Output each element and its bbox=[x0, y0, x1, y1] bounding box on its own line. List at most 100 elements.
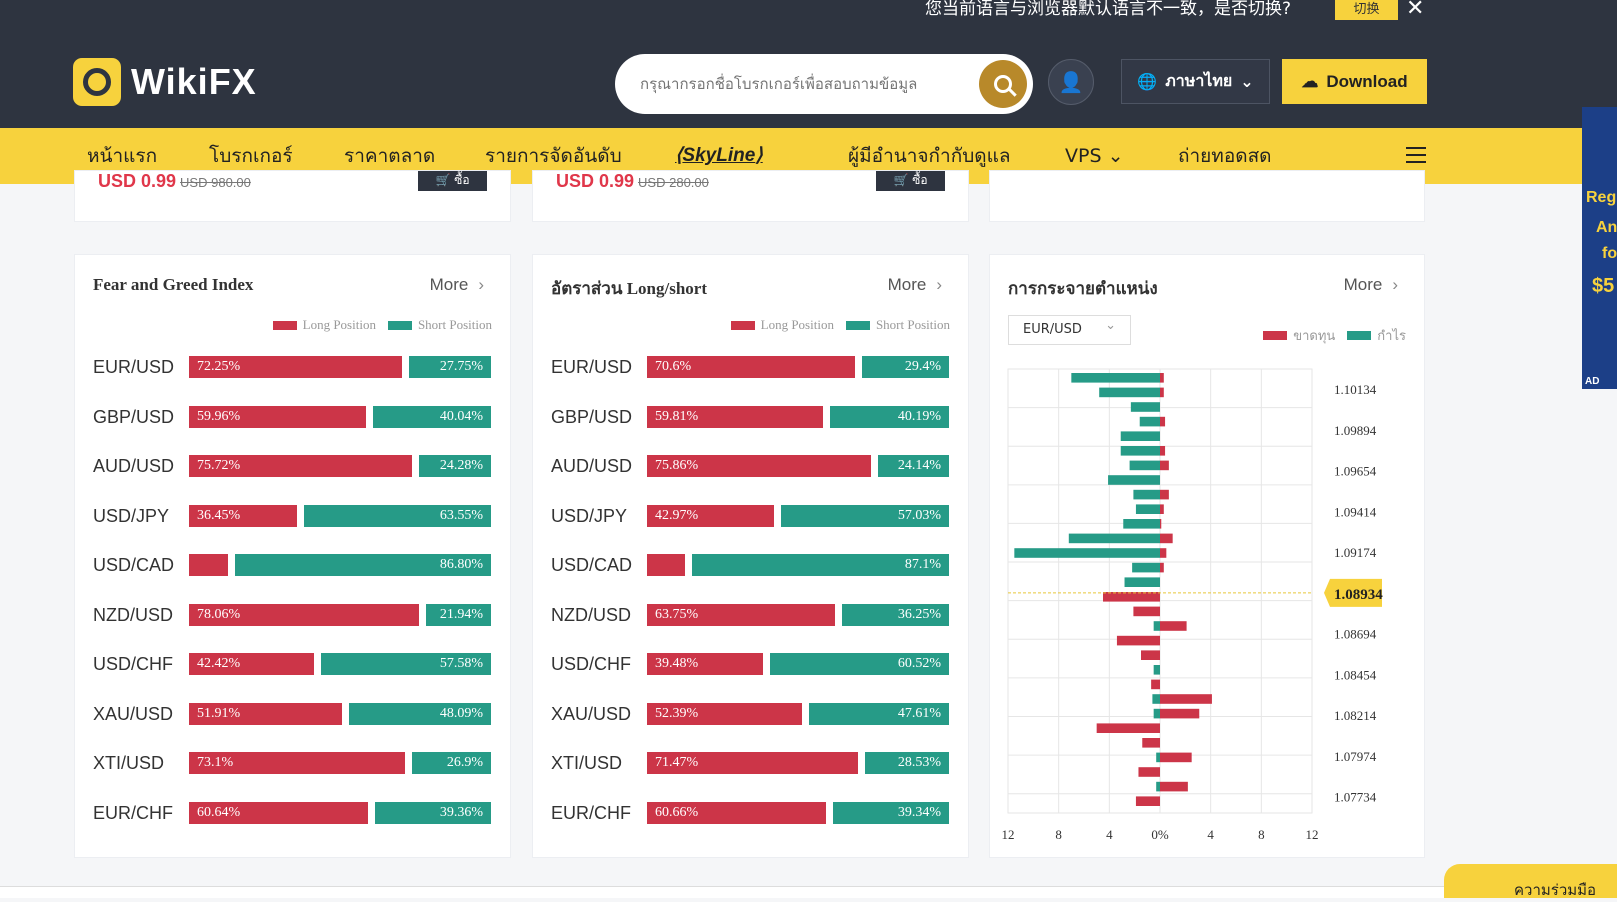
short-bar: 36.25% bbox=[842, 603, 949, 626]
pair-label: XAU/USD bbox=[93, 703, 174, 724]
loss-bar bbox=[1141, 650, 1160, 660]
loss-bar bbox=[1151, 679, 1160, 690]
language-selector[interactable]: 🌐 ภาษาไทย ⌄ bbox=[1121, 59, 1270, 104]
nav-item-market[interactable]: ราคาตลาด bbox=[344, 145, 436, 167]
old-price: USD 280.00 bbox=[638, 175, 709, 190]
nav-item-home[interactable]: หน้าแรก bbox=[87, 145, 158, 167]
x-tick-label: 8 bbox=[1258, 827, 1265, 842]
search-box bbox=[615, 54, 1033, 114]
short-bar: 28.53% bbox=[865, 752, 949, 774]
pair-row: USD/CAD 87.1% bbox=[551, 552, 961, 578]
short-bar: 24.28% bbox=[419, 455, 491, 477]
search-icon bbox=[994, 75, 1012, 93]
menu-icon[interactable] bbox=[1406, 147, 1426, 163]
pair-row: XAU/USD 52.39% 47.61% bbox=[551, 701, 961, 727]
loss-bar bbox=[1096, 723, 1160, 733]
pair-label: AUD/USD bbox=[93, 456, 175, 476]
nav-item-vps[interactable]: VPS ⌄ bbox=[1065, 128, 1123, 184]
close-icon[interactable]: ✕ bbox=[1406, 0, 1425, 21]
ad-label: AD bbox=[1585, 376, 1600, 387]
buy-button[interactable]: 🛒 ซื้อ bbox=[418, 171, 487, 191]
profit-bar bbox=[1156, 781, 1160, 792]
price-level-label: 1.08694 bbox=[1334, 627, 1377, 642]
side-advertisement[interactable]: Regi An fo $5 AD bbox=[1582, 107, 1617, 389]
legend: ขาดทุน กำไร bbox=[1263, 325, 1406, 346]
pair-row: XTI/USD 71.47% 28.53% bbox=[551, 750, 961, 776]
price-level-label: 1.08214 bbox=[1334, 708, 1377, 723]
more-link[interactable]: More bbox=[888, 275, 942, 295]
short-bar: 47.61% bbox=[809, 702, 949, 725]
long-bar: 59.96% bbox=[189, 405, 366, 428]
pair-row: USD/CHF 39.48% 60.52% bbox=[551, 651, 961, 677]
long-bar: 78.06% bbox=[189, 603, 419, 626]
product-card[interactable]: USD 0.99 USD 280.00 🛒 ซื้อ bbox=[532, 170, 969, 222]
long-swatch bbox=[730, 320, 755, 330]
loss-bar bbox=[1160, 373, 1164, 383]
switch-language-button[interactable]: 切换 bbox=[1335, 0, 1398, 20]
price-level-label: 1.09654 bbox=[1334, 464, 1377, 479]
language-notice: 您当前语言与浏览器默认语言不一致，是否切换? bbox=[925, 0, 1292, 19]
loss-bar bbox=[1160, 533, 1173, 544]
profit-bar bbox=[1129, 460, 1160, 471]
long-bar: 52.39% bbox=[647, 702, 802, 725]
loss-bar bbox=[1160, 562, 1164, 573]
profit-bar bbox=[1132, 562, 1160, 573]
price-level-label: 1.10134 bbox=[1334, 382, 1377, 397]
loss-bar bbox=[1142, 738, 1160, 748]
globe-icon: 🌐 bbox=[1137, 72, 1158, 91]
pair-row: USD/JPY 42.97% 57.03% bbox=[551, 503, 961, 529]
loss-bar bbox=[1160, 446, 1166, 456]
logo[interactable]: WikiFX bbox=[73, 58, 257, 106]
currency-select[interactable]: EUR/USD bbox=[1008, 312, 1131, 345]
nav-item-regulators[interactable]: ผู้มีอำนาจกำกับดูแล bbox=[848, 145, 1011, 167]
download-button[interactable]: ☁ Download bbox=[1282, 59, 1427, 104]
nav-item-live[interactable]: ถ่ายทอดสด bbox=[1178, 145, 1272, 167]
search-input[interactable] bbox=[640, 68, 960, 100]
nav-item-skyline[interactable]: ⟨SkyLine⟩ bbox=[675, 145, 763, 166]
pair-row: USD/CAD 86.80% bbox=[93, 552, 503, 578]
legend-long: Long Position bbox=[760, 317, 834, 332]
legend: Long Position Short Position bbox=[272, 317, 492, 333]
pair-label: USD/CAD bbox=[93, 555, 175, 575]
distribution-chart: 1.10134 1.09894 1.09654 1.09414 1.09174 1.089… bbox=[1002, 368, 1383, 842]
short-bar: 24.14% bbox=[878, 455, 949, 477]
short-bar: 39.34% bbox=[833, 801, 949, 824]
position-distribution-panel: การกระจายตำแหน่ง More EUR/USD ขาดทุน กำไ… bbox=[989, 254, 1425, 858]
pair-row: USD/JPY 36.45% 63.55% bbox=[93, 503, 503, 529]
long-bar: 59.81% bbox=[647, 405, 823, 428]
profit-bar bbox=[1124, 577, 1160, 587]
loss-bar bbox=[1160, 460, 1169, 471]
short-swatch bbox=[387, 320, 412, 330]
search-button[interactable] bbox=[979, 60, 1027, 108]
product-card[interactable]: USD 0.99 USD 980.00 🛒 ซื้อ bbox=[74, 170, 511, 222]
profit-bar bbox=[1099, 387, 1160, 398]
profit-bar bbox=[1123, 519, 1160, 529]
nav-item-brokers[interactable]: โบรกเกอร์ bbox=[209, 145, 293, 167]
loss-bar bbox=[1135, 796, 1160, 806]
short-bar: 29.4% bbox=[862, 356, 949, 378]
price-level-label: 1.09174 bbox=[1334, 545, 1377, 560]
loss-bar bbox=[1133, 606, 1160, 617]
loss-bar bbox=[1160, 489, 1169, 500]
pair-row: EUR/CHF 60.64% 39.36% bbox=[93, 800, 503, 826]
more-link[interactable]: More bbox=[430, 275, 484, 295]
long-bar: 72.25% bbox=[189, 356, 402, 378]
pair-label: GBP/USD bbox=[93, 406, 175, 427]
user-button[interactable]: 👤 bbox=[1048, 59, 1094, 105]
nav-item-ranking[interactable]: รายการจัดอันดับ bbox=[485, 145, 622, 167]
pair-label: NZD/USD bbox=[93, 604, 173, 625]
buy-button[interactable]: 🛒 ซื้อ bbox=[876, 171, 945, 191]
language-label: ภาษาไทย bbox=[1165, 71, 1233, 90]
pair-label: EUR/CHF bbox=[551, 802, 631, 823]
pair-label: USD/CHF bbox=[551, 654, 631, 674]
more-link[interactable]: More bbox=[1344, 275, 1398, 295]
pair-label: AUD/USD bbox=[551, 456, 633, 476]
product-price: USD 0.99 USD 280.00 bbox=[556, 171, 709, 191]
pair-row: EUR/CHF 60.66% 39.34% bbox=[551, 800, 961, 826]
pair-row: AUD/USD 75.86% 24.14% bbox=[551, 453, 961, 479]
product-card[interactable] bbox=[989, 170, 1425, 222]
profit-bar bbox=[1153, 665, 1160, 675]
pair-row: NZD/USD 78.06% 21.94% bbox=[93, 602, 503, 628]
cooperation-button[interactable]: ความร่วมมือ bbox=[1444, 864, 1617, 899]
pair-row: XTI/USD 73.1% 26.9% bbox=[93, 750, 503, 776]
